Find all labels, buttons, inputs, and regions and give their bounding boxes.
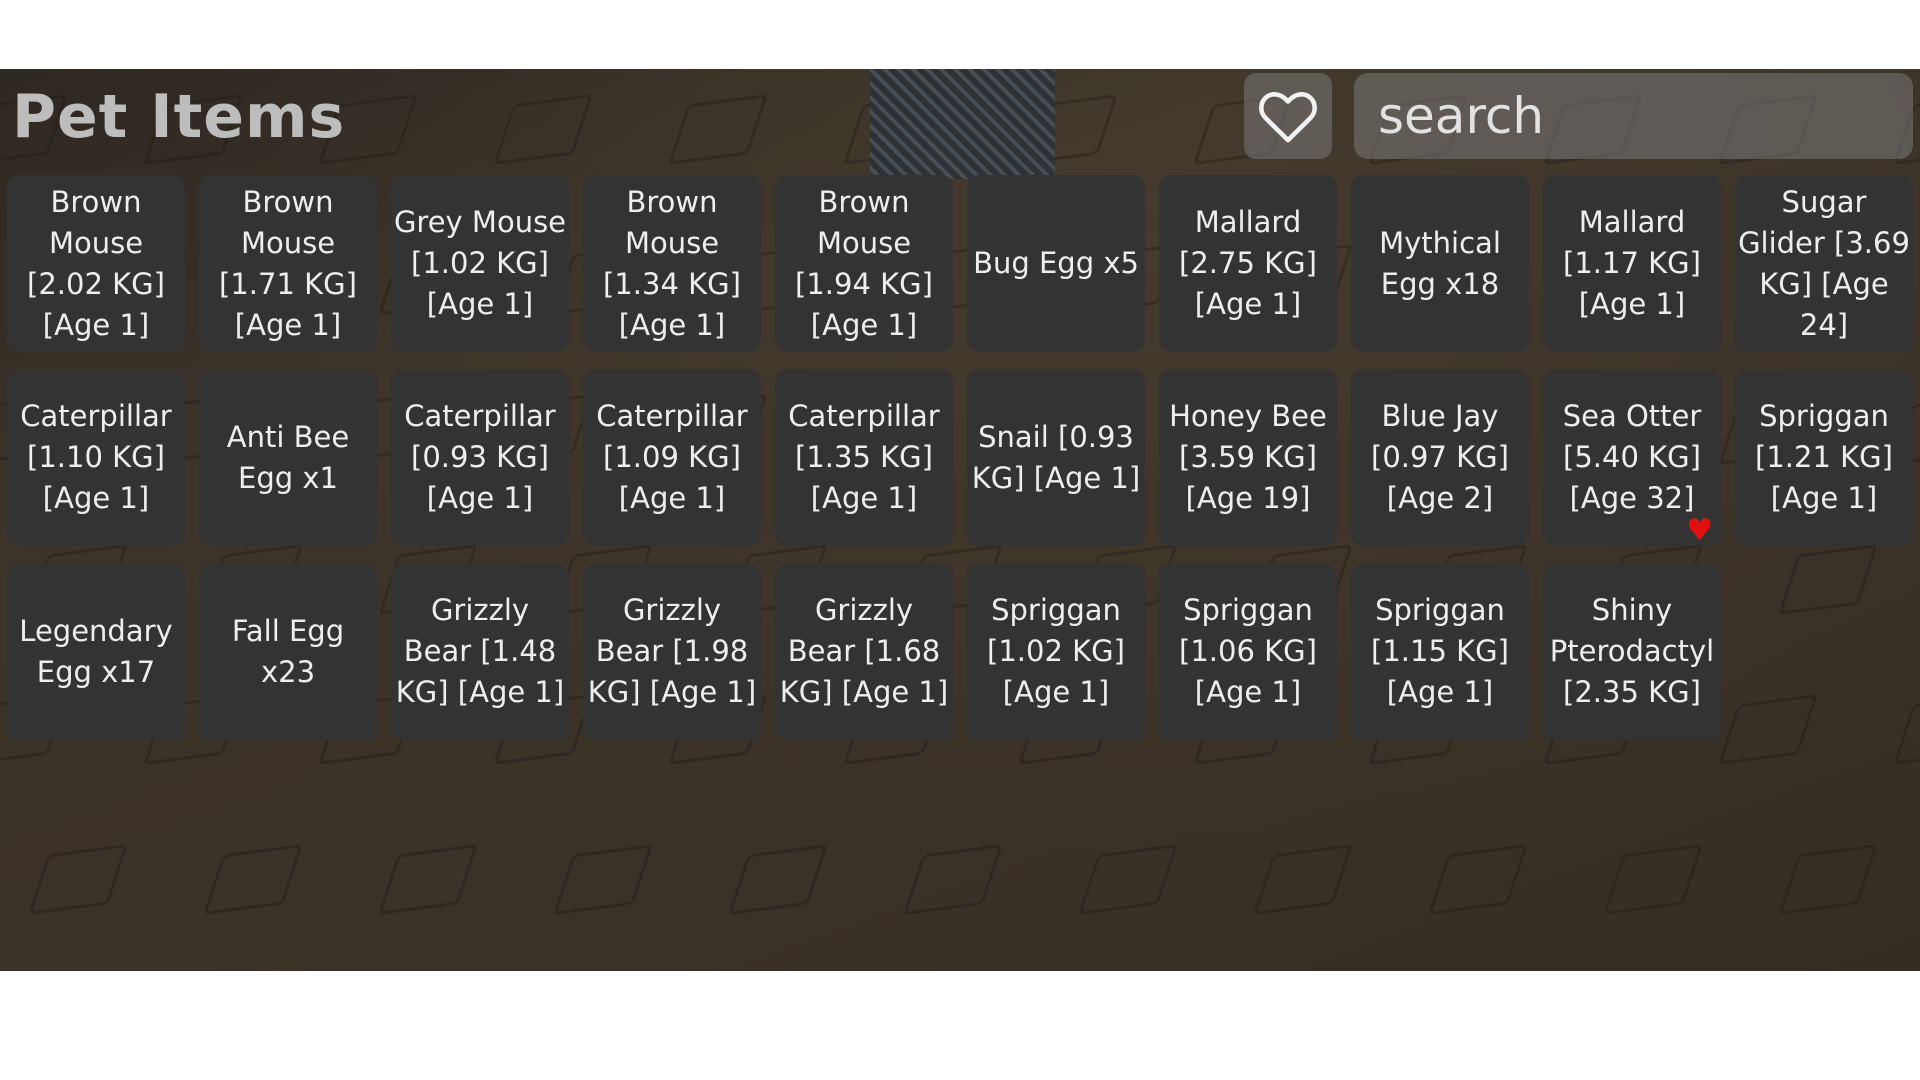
background-structure bbox=[870, 69, 1055, 179]
pet-item-label: Caterpillar [1.09 KG] [Age 1] bbox=[596, 399, 748, 515]
floor-tile bbox=[378, 844, 478, 915]
pet-item-label: Mallard [2.75 KG] [Age 1] bbox=[1179, 205, 1317, 321]
pet-item-card[interactable]: Mallard [1.17 KG] [Age 1] bbox=[1543, 175, 1721, 352]
floor-tile bbox=[1778, 844, 1878, 915]
pet-item-card[interactable]: Caterpillar [1.09 KG] [Age 1] bbox=[583, 369, 761, 546]
pet-item-label: Shiny Pterodactyl [2.35 KG] bbox=[1549, 593, 1715, 709]
pet-item-card[interactable]: Spriggan [1.15 KG] [Age 1] bbox=[1351, 563, 1529, 740]
floor-tile bbox=[1253, 844, 1353, 915]
pet-item-card[interactable]: Grizzly Bear [1.68 KG] [Age 1] bbox=[775, 563, 953, 740]
pet-item-card[interactable]: Shiny Pterodactyl [2.35 KG] bbox=[1543, 563, 1721, 740]
pet-item-label: Mallard [1.17 KG] [Age 1] bbox=[1563, 205, 1701, 321]
floor-tile bbox=[1603, 844, 1703, 915]
floor-tile bbox=[28, 844, 128, 915]
pet-item-card[interactable]: Spriggan [1.02 KG] [Age 1] bbox=[967, 563, 1145, 740]
pet-item-card[interactable]: Grey Mouse [1.02 KG] [Age 1] bbox=[391, 175, 569, 352]
floor-tile bbox=[203, 844, 303, 915]
pet-item-label: Fall Egg x23 bbox=[231, 613, 345, 689]
floor-tile bbox=[668, 94, 768, 165]
pet-item-label: Brown Mouse [1.34 KG] [Age 1] bbox=[603, 184, 741, 342]
pet-item-card[interactable]: Spriggan [1.06 KG] [Age 1] bbox=[1159, 563, 1337, 740]
pet-item-card[interactable]: Honey Bee [3.59 KG] [Age 19] bbox=[1159, 369, 1337, 546]
pet-item-label: Spriggan [1.02 KG] [Age 1] bbox=[987, 593, 1125, 709]
heart-outline-icon bbox=[1259, 92, 1317, 143]
pet-item-label: Grey Mouse [1.02 KG] [Age 1] bbox=[393, 205, 567, 321]
pet-item-card[interactable]: Caterpillar [1.10 KG] [Age 1] bbox=[7, 369, 185, 546]
pet-item-label: Brown Mouse [1.94 KG] [Age 1] bbox=[795, 184, 933, 342]
pet-item-card[interactable]: Anti Bee Egg x1 bbox=[199, 369, 377, 546]
pet-item-label: Legendary Egg x17 bbox=[19, 613, 173, 689]
pet-item-card[interactable]: Brown Mouse [1.94 KG] [Age 1] bbox=[775, 175, 953, 352]
page-title: Pet Items bbox=[12, 82, 346, 152]
pet-item-label: Spriggan [1.06 KG] [Age 1] bbox=[1179, 593, 1317, 709]
pet-item-label: Brown Mouse [1.71 KG] [Age 1] bbox=[219, 184, 357, 342]
floor-tile bbox=[493, 94, 593, 165]
pet-item-label: Caterpillar [1.10 KG] [Age 1] bbox=[20, 399, 172, 515]
pet-item-card[interactable]: Brown Mouse [1.71 KG] [Age 1] bbox=[199, 175, 377, 352]
pet-item-label: Bug Egg x5 bbox=[973, 246, 1139, 280]
pet-item-card[interactable]: Mythical Egg x18 bbox=[1351, 175, 1529, 352]
pet-item-card[interactable]: Snail [0.93 KG] [Age 1] bbox=[967, 369, 1145, 546]
floor-tile bbox=[728, 844, 828, 915]
floor-tile bbox=[1428, 844, 1528, 915]
favorites-filter-button[interactable] bbox=[1244, 73, 1332, 159]
search-input[interactable] bbox=[1354, 73, 1913, 159]
pet-item-label: Anti Bee Egg x1 bbox=[226, 419, 350, 495]
pet-item-label: Grizzly Bear [1.48 KG] [Age 1] bbox=[395, 593, 565, 709]
favorite-heart-icon: ♥ bbox=[1686, 513, 1713, 548]
pet-item-card[interactable]: Grizzly Bear [1.48 KG] [Age 1] bbox=[391, 563, 569, 740]
floor-tile bbox=[1078, 844, 1178, 915]
pet-item-card[interactable]: Brown Mouse [1.34 KG] [Age 1] bbox=[583, 175, 761, 352]
pet-item-label: Spriggan [1.21 KG] [Age 1] bbox=[1755, 399, 1893, 515]
pet-item-card[interactable]: Blue Jay [0.97 KG] [Age 2] bbox=[1351, 369, 1529, 546]
pet-item-card[interactable]: Bug Egg x5 bbox=[967, 175, 1145, 352]
floor-tile bbox=[553, 844, 653, 915]
pet-item-label: Caterpillar [1.35 KG] [Age 1] bbox=[788, 399, 940, 515]
pet-item-card[interactable]: Fall Egg x23 bbox=[199, 563, 377, 740]
pet-item-card[interactable]: Sugar Glider [3.69 KG] [Age 24] bbox=[1735, 175, 1913, 352]
pet-item-label: Sea Otter [5.40 KG] [Age 32] bbox=[1562, 399, 1702, 515]
pet-item-card[interactable]: Grizzly Bear [1.98 KG] [Age 1] bbox=[583, 563, 761, 740]
pet-item-label: Brown Mouse [2.02 KG] [Age 1] bbox=[27, 184, 165, 342]
pet-item-label: Snail [0.93 KG] [Age 1] bbox=[971, 419, 1141, 495]
pet-item-card[interactable]: Caterpillar [1.35 KG] [Age 1] bbox=[775, 369, 953, 546]
pet-item-label: Sugar Glider [3.69 KG] [Age 24] bbox=[1738, 184, 1910, 342]
pet-item-label: Spriggan [1.15 KG] [Age 1] bbox=[1371, 593, 1509, 709]
pet-item-label: Mythical Egg x18 bbox=[1379, 225, 1501, 301]
pet-item-card[interactable]: Brown Mouse [2.02 KG] [Age 1] bbox=[7, 175, 185, 352]
pet-item-card[interactable]: Sea Otter [5.40 KG] [Age 32] ♥ bbox=[1543, 369, 1721, 546]
pet-item-card[interactable]: Spriggan [1.21 KG] [Age 1] bbox=[1735, 369, 1913, 546]
pet-item-card[interactable]: Mallard [2.75 KG] [Age 1] bbox=[1159, 175, 1337, 352]
pet-item-label: Honey Bee [3.59 KG] [Age 19] bbox=[1169, 399, 1327, 515]
pet-item-card[interactable]: Caterpillar [0.93 KG] [Age 1] bbox=[391, 369, 569, 546]
pet-item-label: Grizzly Bear [1.68 KG] [Age 1] bbox=[779, 593, 949, 709]
pet-item-label: Caterpillar [0.93 KG] [Age 1] bbox=[404, 399, 556, 515]
floor-tile bbox=[903, 844, 1003, 915]
pet-item-label: Grizzly Bear [1.98 KG] [Age 1] bbox=[587, 593, 757, 709]
pet-item-label: Blue Jay [0.97 KG] [Age 2] bbox=[1371, 399, 1509, 515]
pet-items-grid: Brown Mouse [2.02 KG] [Age 1] Brown Mouse… bbox=[7, 175, 1913, 740]
pet-item-card[interactable]: Legendary Egg x17 bbox=[7, 563, 185, 740]
